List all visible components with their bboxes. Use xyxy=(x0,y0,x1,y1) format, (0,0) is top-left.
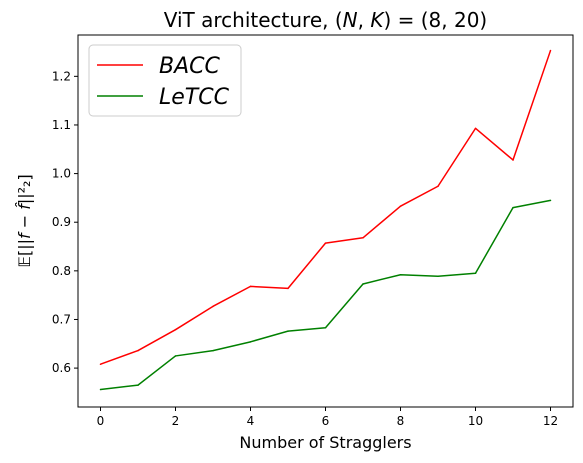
tick-layer: 0 2 4 6 8 10 12 0.6 0.7 0.8 0.9 1.0 1.1 1.2 xyxy=(52,69,558,428)
data-point-letcc xyxy=(512,206,514,209)
y-tick-label: 0.9 xyxy=(52,215,71,229)
data-point-bacc xyxy=(249,285,252,288)
data-point-letcc xyxy=(362,283,364,285)
data-point-letcc xyxy=(474,272,477,275)
data-point-letcc xyxy=(399,273,402,276)
legend-label-bacc: BACC xyxy=(159,54,221,79)
y-tick-label: 1.0 xyxy=(52,167,71,181)
data-point-bacc xyxy=(437,185,439,187)
data-point-letcc xyxy=(174,355,177,357)
data-point-bacc xyxy=(324,242,327,244)
x-tick-label: 0 xyxy=(97,414,105,428)
x-axis-title: Number of Stragglers xyxy=(239,433,411,452)
data-point-letcc xyxy=(437,275,439,277)
data-point-bacc xyxy=(549,49,552,52)
data-point-letcc xyxy=(287,330,289,332)
data-point-bacc xyxy=(137,349,139,352)
data-point-letcc xyxy=(137,384,139,386)
y-tick-label: 1.2 xyxy=(52,69,71,83)
y-tick-label: 0.7 xyxy=(52,312,71,326)
data-point-letcc xyxy=(549,199,552,202)
y-tick-label: 0.6 xyxy=(52,361,71,375)
data-point-bacc xyxy=(362,237,364,239)
plot-frame xyxy=(77,34,574,408)
legend: BACC LeTCC xyxy=(88,44,242,117)
data-point-letcc xyxy=(99,388,102,391)
data-point-bacc xyxy=(99,363,102,365)
x-tick-label: 4 xyxy=(247,414,255,428)
data-point-bacc xyxy=(212,305,214,308)
y-tick-label: 1.1 xyxy=(52,118,71,132)
x-tick-label: 10 xyxy=(468,414,483,428)
data-point-letcc xyxy=(212,349,214,352)
data-point-bacc xyxy=(512,159,514,161)
chart-title: ViT architecture, (N, K) = (8, 20) xyxy=(164,8,488,32)
series-line-letcc xyxy=(100,199,551,391)
data-point-bacc xyxy=(399,205,402,207)
legend-box xyxy=(88,44,242,117)
data-point-letcc xyxy=(324,326,327,329)
data-point-bacc xyxy=(474,127,477,130)
data-point-letcc xyxy=(249,341,252,343)
data-point-bacc xyxy=(174,328,177,331)
x-tick-label: 6 xyxy=(322,414,330,428)
x-tick-label: 2 xyxy=(172,414,180,428)
series-layer xyxy=(99,49,552,391)
x-tick-label: 12 xyxy=(543,414,558,428)
y-tick-label: 0.8 xyxy=(52,264,71,278)
legend-label-letcc: LeTCC xyxy=(159,85,230,110)
data-point-bacc xyxy=(287,287,289,290)
y-axis-title: 𝔼[||f − f̂||²₂] xyxy=(15,174,34,267)
x-tick-label: 8 xyxy=(397,414,405,428)
